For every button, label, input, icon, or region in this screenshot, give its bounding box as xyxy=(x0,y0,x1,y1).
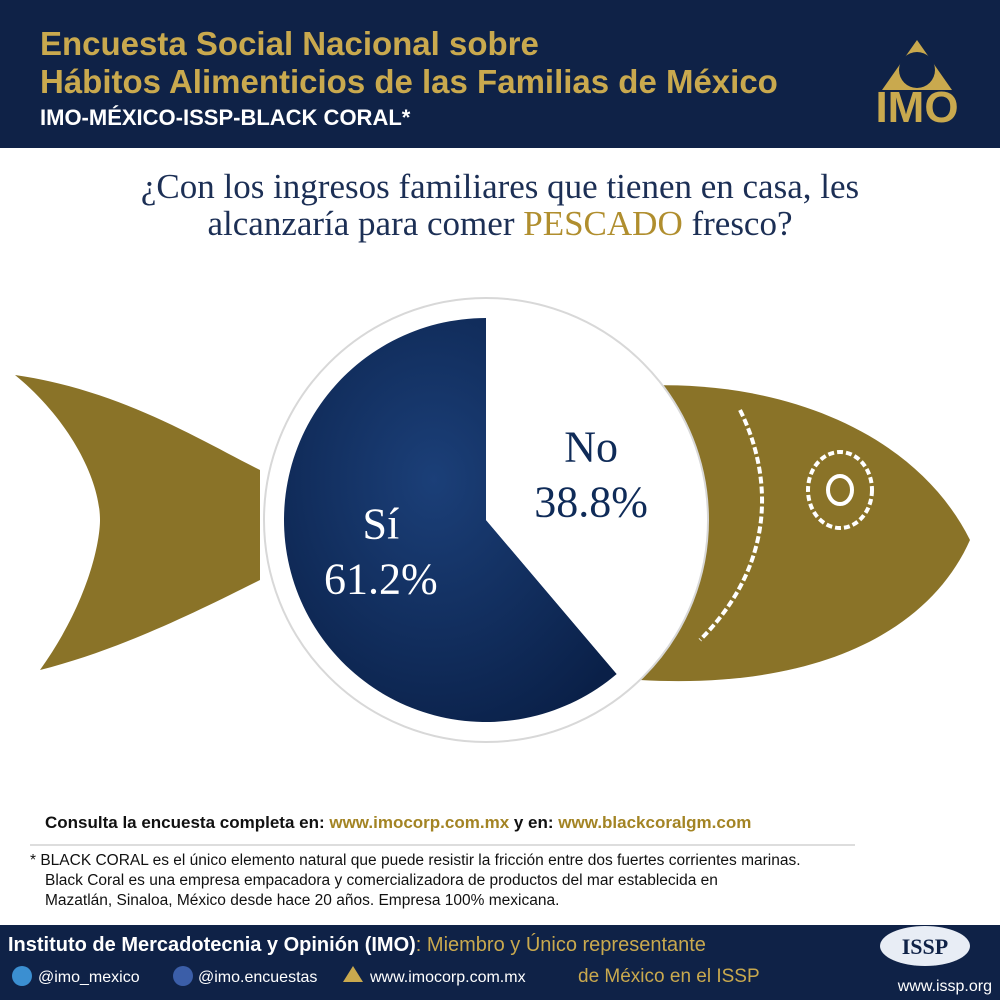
subtitle: IMO-MÉXICO-ISSP-BLACK CORAL* xyxy=(40,105,411,130)
value-label: 61.2% xyxy=(324,555,438,604)
question-highlight: PESCADO xyxy=(523,204,682,243)
header-band xyxy=(0,0,1000,148)
fish-gill xyxy=(698,409,764,642)
pie-slice xyxy=(486,318,688,675)
question: ¿Con los ingresos familiares que tienen … xyxy=(141,167,859,206)
question: alcanzaría para comer PESCADO fresco? xyxy=(207,204,792,243)
footnote: * BLACK CORAL es el único elemento natur… xyxy=(30,852,801,869)
fish-pupil xyxy=(826,474,854,506)
footnote: Mazatlán, Sinaloa, México desde hace 20 … xyxy=(45,892,559,909)
pie-slice xyxy=(284,318,617,722)
footer-text: Instituto de Mercadotecnia y Opinión (IM… xyxy=(8,933,706,956)
facebook-icon xyxy=(173,966,193,986)
pie: Sí 61.2% No 38.8% xyxy=(284,318,688,722)
question-text: fresco? xyxy=(683,204,793,243)
title: Hábitos Alimenticios de las Familias de … xyxy=(40,63,778,100)
slice-label: Sí xyxy=(363,500,400,549)
facebook[interactable]: @imo.encuestas xyxy=(198,969,317,986)
logo-circle xyxy=(899,52,935,88)
member: : Miembro y Único representante xyxy=(416,933,706,956)
links-text: y en: xyxy=(509,813,558,832)
footnote: Black Coral es una empresa empacadora y … xyxy=(45,872,718,889)
footer-band xyxy=(0,925,1000,1000)
issp-logo xyxy=(880,926,970,966)
imo-icon xyxy=(343,966,363,982)
title: Encuesta Social Nacional sobre xyxy=(40,25,539,62)
links: Consulta la encuesta completa en: www.im… xyxy=(45,813,751,832)
slice-label: No xyxy=(564,422,618,471)
logo-text: IMO xyxy=(875,83,958,132)
value-label: 38.8% xyxy=(534,477,648,526)
question-text: alcanzaría para comer xyxy=(207,204,523,243)
twitter[interactable]: @imo_mexico xyxy=(38,969,140,986)
member: de México en el ISSP xyxy=(578,966,760,987)
link[interactable]: www.imocorp.com.mx xyxy=(328,813,509,832)
twitter-icon xyxy=(12,966,32,986)
website[interactable]: www.imocorp.com.mx xyxy=(369,969,526,986)
issp-logo-text: ISSP xyxy=(902,934,948,959)
fish-tail xyxy=(15,375,260,670)
link[interactable]: www.blackcoralgm.com xyxy=(557,813,751,832)
links-text: Consulta la encuesta completa en: xyxy=(45,813,329,832)
fish-eye xyxy=(806,450,874,530)
institute: Instituto de Mercadotecnia y Opinión (IM… xyxy=(8,934,416,956)
issp-site[interactable]: www.issp.org xyxy=(897,978,992,995)
